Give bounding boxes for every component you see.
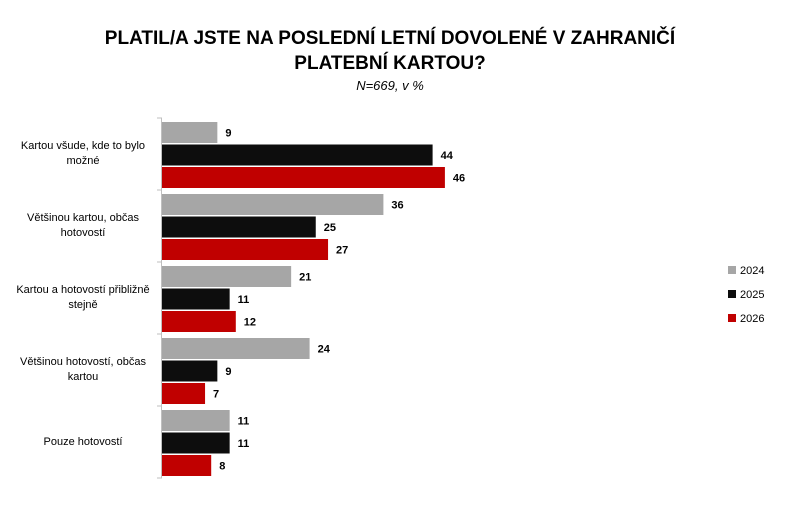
legend-swatch-2026 (728, 314, 736, 322)
category-label: Pouze hotovostí (43, 435, 123, 448)
data-label: 25 (324, 222, 336, 234)
data-label: 9 (225, 128, 231, 140)
bar-2026-2 (162, 239, 329, 260)
data-label: 11 (238, 294, 250, 306)
data-label: 8 (219, 461, 225, 473)
legend-swatch-2024 (728, 266, 736, 274)
data-label: 44 (441, 150, 454, 162)
bar-2025-2 (162, 216, 316, 238)
legend-swatch-2025 (728, 290, 736, 298)
data-label: 9 (225, 366, 231, 378)
data-label: 24 (318, 344, 331, 356)
bar-2024-2 (162, 194, 384, 215)
bar-2026-1 (162, 167, 445, 188)
bar-2026-3 (162, 311, 236, 332)
chart-subtitle: N=669, v % (356, 78, 424, 93)
data-label: 12 (244, 317, 256, 329)
bar-2024-4 (162, 338, 310, 359)
bar-2025-1 (162, 144, 433, 166)
bar-2026-5 (162, 455, 212, 476)
data-label: 11 (238, 416, 250, 428)
bar-2024-3 (162, 266, 292, 287)
category-label: Většinou hotovostí, občas kartou (20, 356, 146, 383)
bar-2025-3 (162, 288, 230, 310)
bar-2024-5 (162, 410, 230, 431)
legend-label-2025: 2025 (740, 289, 764, 301)
legend-label-2026: 2026 (740, 313, 764, 325)
legend-label-2024: 2024 (740, 265, 764, 277)
bar-2026-4 (162, 383, 206, 404)
data-label: 11 (238, 438, 250, 450)
data-label: 46 (453, 173, 465, 185)
bar-2025-4 (162, 360, 218, 382)
chart-title: PLATIL/A JSTE NA POSLEDNÍ LETNÍ DOVOLENÉ… (104, 28, 676, 74)
category-label: Většinou kartou, občas hotovostí (27, 212, 139, 239)
category-label: Kartou všude, kde to bylo možné (20, 140, 146, 167)
data-label: 7 (213, 389, 219, 401)
data-label: 36 (391, 200, 403, 212)
data-label: 21 (299, 272, 311, 284)
bar-2025-5 (162, 432, 230, 454)
category-label: Kartou a hotovostí přibližně stejně (16, 284, 150, 311)
bar-2024-1 (162, 122, 218, 143)
data-label: 27 (336, 245, 348, 257)
